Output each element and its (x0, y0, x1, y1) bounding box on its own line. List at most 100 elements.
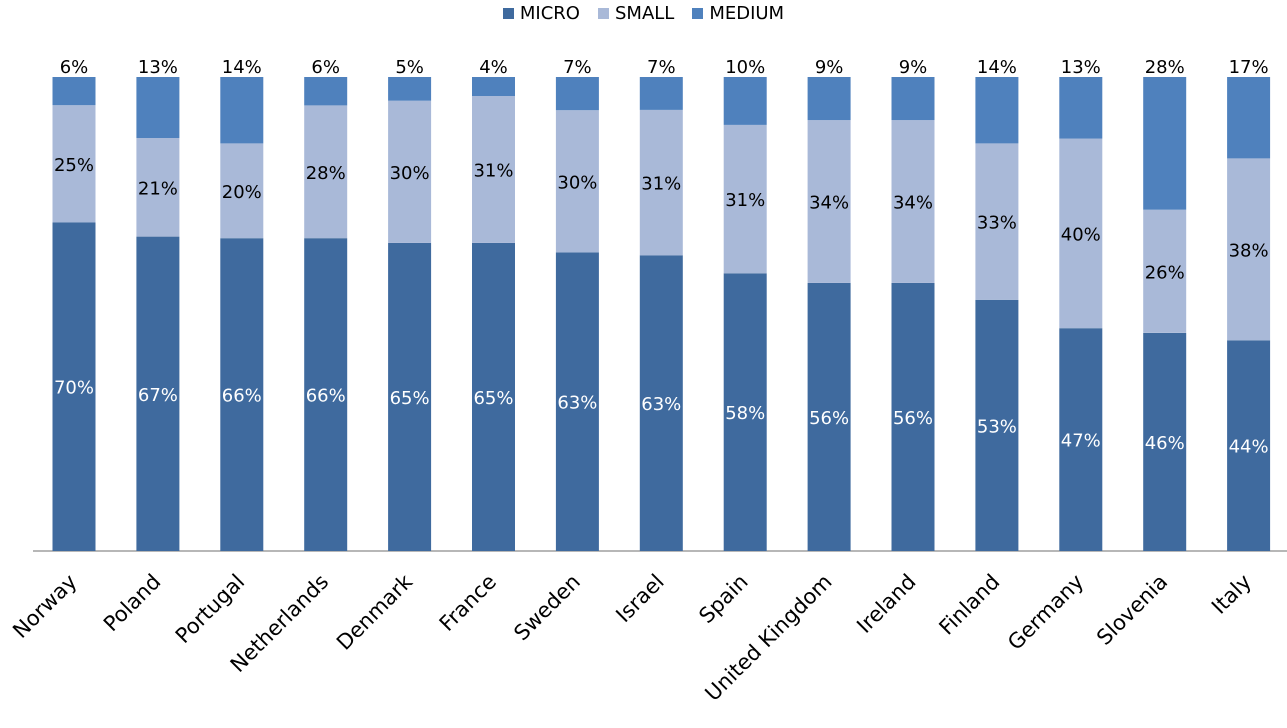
bar-small-italy (1227, 158, 1271, 341)
bar-small-norway (52, 105, 96, 223)
legend-item-micro: MICRO (502, 3, 580, 24)
x-tick-label: Poland (99, 570, 166, 637)
bar-small-portugal (220, 143, 264, 239)
bar-small-germany (1059, 138, 1103, 329)
bar-micro-italy (1227, 340, 1271, 551)
data-label-small: 31% (473, 160, 513, 181)
bar-medium-sweden (555, 77, 599, 111)
data-label-micro: 47% (1061, 431, 1101, 452)
x-tick-label: Spain (694, 570, 752, 628)
bar-medium-germany (1059, 77, 1103, 139)
bar-micro-france (472, 242, 515, 551)
bar-micro-norway (52, 222, 96, 551)
data-label-micro: 46% (1145, 433, 1185, 454)
data-label-medium: 6% (60, 57, 89, 78)
bar-micro-united-kingdom (807, 282, 851, 551)
x-tick-label: Ireland (852, 570, 920, 638)
bar-medium-portugal (220, 77, 264, 144)
data-label-micro: 53% (977, 416, 1017, 437)
data-label-medium: 13% (138, 57, 178, 78)
data-label-micro: 65% (390, 388, 430, 409)
data-label-medium: 10% (725, 57, 765, 78)
data-label-small: 26% (1145, 262, 1185, 283)
x-tick-label: Denmark (332, 569, 418, 655)
legend-swatch (692, 8, 704, 19)
bar-micro-germany (1059, 328, 1103, 551)
x-tick-label: Finland (934, 570, 1004, 640)
x-tick-label: Italy (1207, 570, 1256, 619)
bar-small-israel (639, 109, 683, 256)
bar-micro-slovenia (1143, 333, 1187, 551)
bar-medium-norway (52, 77, 96, 106)
legend-item-small: SMALL (597, 3, 675, 24)
bar-medium-poland (136, 77, 180, 138)
data-label-medium: 28% (1145, 57, 1185, 78)
data-label-medium: 9% (899, 57, 928, 78)
data-label-medium: 13% (1061, 57, 1101, 78)
x-tick-label: Norway (8, 570, 81, 643)
data-label-medium: 14% (222, 57, 262, 78)
data-label-micro: 65% (473, 388, 513, 409)
x-tick-label: France (435, 570, 501, 636)
bar-medium-denmark (388, 77, 432, 101)
data-label-small: 31% (725, 190, 765, 211)
legend-label: MICRO (519, 3, 580, 24)
bar-micro-finland (975, 299, 1019, 551)
data-label-small: 38% (1229, 240, 1269, 261)
bar-micro-spain (723, 273, 767, 551)
data-label-small: 20% (222, 182, 262, 203)
bar-micro-israel (639, 255, 683, 552)
data-label-small: 21% (138, 178, 178, 199)
data-label-medium: 7% (647, 57, 676, 78)
data-label-micro: 56% (809, 408, 849, 429)
legend-item-medium: MEDIUM (692, 3, 784, 24)
bar-medium-ireland (891, 77, 935, 121)
data-label-micro: 44% (1229, 437, 1269, 458)
x-tick-label: Israel (611, 570, 669, 628)
data-label-micro: 66% (306, 386, 346, 407)
legend-label: SMALL (614, 3, 675, 24)
bar-medium-slovenia (1143, 77, 1187, 210)
bar-medium-israel (639, 77, 683, 110)
data-label-small: 34% (893, 193, 933, 214)
bar-small-denmark (388, 100, 432, 243)
data-label-medium: 4% (479, 57, 508, 78)
data-label-micro: 67% (138, 385, 178, 406)
bar-micro-sweden (555, 252, 599, 551)
legend-swatch (597, 8, 609, 19)
bar-small-united-kingdom (807, 120, 851, 283)
data-label-medium: 7% (563, 57, 592, 78)
bar-small-slovenia (1143, 209, 1187, 333)
bar-medium-finland (975, 77, 1019, 144)
bar-small-netherlands (304, 105, 348, 239)
bar-small-france (472, 96, 515, 243)
x-tick-label: Portugal (171, 570, 249, 648)
legend: MICRO SMALL MEDIUM (0, 3, 1287, 24)
data-label-small: 30% (557, 172, 597, 193)
bar-medium-italy (1227, 77, 1271, 159)
x-tick-label: Sweden (509, 570, 585, 646)
bar-micro-netherlands (304, 238, 348, 551)
bar-micro-ireland (891, 282, 935, 551)
legend-swatch (502, 8, 514, 19)
data-label-medium: 14% (977, 57, 1017, 78)
data-label-medium: 17% (1229, 57, 1269, 78)
data-label-small: 31% (641, 174, 681, 195)
bar-micro-portugal (220, 238, 264, 551)
bar-medium-france (472, 77, 515, 96)
data-label-small: 28% (306, 163, 346, 184)
data-label-small: 25% (54, 155, 94, 176)
bar-micro-denmark (388, 242, 432, 551)
data-label-small: 40% (1061, 224, 1101, 245)
data-label-micro: 58% (725, 403, 765, 424)
bar-medium-united-kingdom (807, 77, 851, 121)
data-label-small: 34% (809, 193, 849, 214)
bar-micro-poland (136, 236, 180, 551)
bar-medium-spain (723, 77, 767, 125)
data-label-small: 30% (390, 163, 430, 184)
data-label-small: 33% (977, 213, 1017, 234)
x-tick-label: Germany (1003, 570, 1088, 655)
bar-small-ireland (891, 120, 935, 283)
x-tick-label: Slovenia (1092, 570, 1172, 650)
